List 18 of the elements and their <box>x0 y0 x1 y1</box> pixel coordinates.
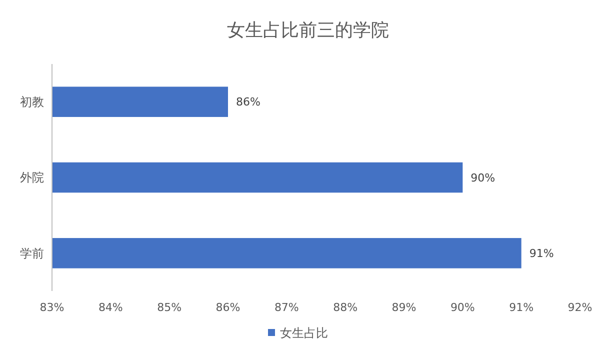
x-tick-label: 88% <box>333 301 358 314</box>
x-tick-label: 86% <box>216 301 240 314</box>
y-tick-label: 学前 <box>20 246 44 260</box>
x-tick-label: 91% <box>509 301 534 314</box>
x-tick-label: 90% <box>450 301 475 314</box>
legend-label: 女生占比 <box>280 326 328 340</box>
x-tick-label: 85% <box>157 301 182 314</box>
x-tick-label: 83% <box>40 301 64 314</box>
y-tick-label: 初教 <box>20 95 44 110</box>
x-tick-label: 92% <box>568 301 592 314</box>
chart-title: 女生占比前三的学院 <box>227 20 389 41</box>
x-tick-label: 84% <box>98 301 123 314</box>
data-label: 86% <box>236 96 260 109</box>
x-tick-label: 89% <box>392 301 416 314</box>
data-label: 90% <box>470 171 496 184</box>
x-tick-label: 87% <box>274 301 299 314</box>
y-tick-label: 外院 <box>20 170 44 185</box>
data-label: 91% <box>529 247 554 260</box>
